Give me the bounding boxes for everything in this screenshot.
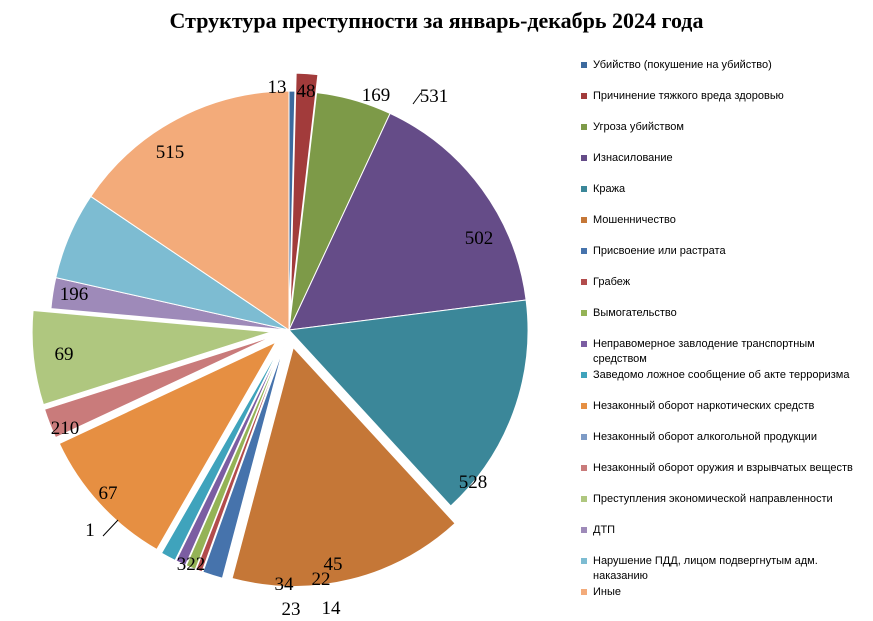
slice-value-label: 13 [268, 77, 287, 98]
slice-value-label: 34 [275, 574, 295, 595]
slice-value-label: 67 [99, 483, 118, 504]
legend-label: Грабеж [593, 276, 631, 288]
legend-label: Причинение тяжкого вреда здоровью [593, 90, 784, 102]
legend-item: Изнасилование [581, 151, 863, 166]
legend-swatch [581, 372, 587, 378]
legend-swatch [581, 341, 587, 347]
pie-slice [289, 72, 319, 313]
pie-slice [43, 336, 273, 439]
legend-item: Угроза убийством [581, 120, 863, 135]
legend-swatch [581, 403, 587, 409]
legend-swatch [581, 124, 587, 130]
legend-label: Незаконный оборот наркотических средств [593, 400, 815, 412]
legend-item: Неправомерное завлодение транспортным ср… [581, 337, 863, 367]
pie-slice [231, 346, 456, 587]
leader-line [412, 92, 422, 105]
legend-swatch [581, 558, 587, 564]
pie-slice [160, 345, 281, 562]
legend-item: Кража [581, 182, 863, 197]
legend-swatch [581, 589, 587, 595]
slice-value-label: 322 [177, 554, 206, 575]
legend-label: Присвоение или растрата [593, 245, 726, 257]
legend-swatch [581, 279, 587, 285]
slice-value-label: 196 [60, 284, 89, 305]
legend-swatch [581, 527, 587, 533]
legend-item: Грабеж [581, 275, 863, 290]
slice-value-label: 69 [55, 344, 74, 365]
pie-slice [175, 346, 282, 566]
legend-label: Преступления экономической направленност… [593, 493, 833, 505]
slice-value-label: 22 [312, 569, 331, 590]
slice-value-label: 1 [85, 520, 95, 541]
legend-label: Неправомерное завлодение транспортным ср… [593, 338, 815, 365]
legend-swatch [581, 310, 587, 316]
slice-value-label: 528 [459, 472, 488, 493]
legend-label: ДТП [593, 524, 616, 536]
legend-swatch [581, 465, 587, 471]
legend-item: ДТП [581, 523, 863, 538]
legend-item: Нарушение ПДД, лицом подвергнутым адм. н… [581, 554, 863, 584]
slice-value-label: 531 [420, 86, 449, 107]
legend-swatch [581, 434, 587, 440]
slice-value-label: 515 [156, 142, 185, 163]
pie-slice [185, 346, 283, 571]
legend-label: Угроза убийством [593, 121, 684, 133]
legend-item: Незаконный оборот наркотических средств [581, 399, 863, 414]
legend-item: Причинение тяжкого вреда здоровью [581, 89, 863, 104]
legend-swatch [581, 248, 587, 254]
legend-label: Незаконный оборот оружия и взрывчатых ве… [593, 462, 853, 474]
legend-label: Вымогательство [593, 307, 677, 319]
slice-value-label: 45 [324, 554, 343, 575]
legend-label: Мошенничество [593, 214, 676, 226]
legend-item: Присвоение или растрата [581, 244, 863, 259]
legend-swatch [581, 496, 587, 502]
legend-label: Иные [593, 586, 622, 598]
chart-title: Структура преступности за январь-декабрь… [169, 8, 704, 33]
pie-slice [288, 112, 527, 331]
legend-swatch [581, 155, 587, 161]
legend-swatch [581, 186, 587, 192]
slice-value-label: 14 [322, 598, 342, 619]
pie-slice [58, 341, 277, 551]
slice-value-label: 169 [362, 85, 391, 106]
legend-swatch [581, 93, 587, 99]
pie-slice [55, 337, 273, 440]
legend-label: Убийство (покушение на убийство) [593, 59, 772, 71]
legend-label: Кража [593, 183, 626, 195]
legend-item: Убийство (покушение на убийство) [581, 58, 863, 73]
pie-slice [31, 310, 272, 406]
legend-label: Заведомо ложное сообщение об акте террор… [593, 369, 850, 381]
legend-item: Заведомо ложное сообщение об акте террор… [581, 368, 863, 383]
slice-value-label: 23 [282, 599, 301, 620]
slice-value-label: 48 [297, 81, 316, 102]
legend-item: Преступления экономической направленност… [581, 492, 863, 507]
legend-swatch [581, 217, 587, 223]
legend-label: Незаконный оборот алкогольной продукции [593, 431, 817, 443]
legend-label: Нарушение ПДД, лицом подвергнутым адм. н… [593, 555, 818, 582]
legend-label: Изнасилование [593, 152, 673, 164]
pie-slice [287, 299, 529, 507]
legend-item: Незаконный оборот оружия и взрывчатых ве… [581, 461, 863, 476]
slice-value-label: 210 [51, 418, 80, 439]
slice-value-label: 502 [465, 228, 494, 249]
legend-item: Мошенничество [581, 213, 863, 228]
pie-slice [202, 347, 285, 579]
pie-slice [90, 90, 290, 331]
legend-item: Вымогательство [581, 306, 863, 321]
legend-item: Незаконный оборот алкогольной продукции [581, 430, 863, 445]
leader-line [102, 519, 119, 537]
legend-swatch [581, 62, 587, 68]
pie-slice [195, 346, 284, 573]
legend-item: Иные [581, 585, 863, 600]
